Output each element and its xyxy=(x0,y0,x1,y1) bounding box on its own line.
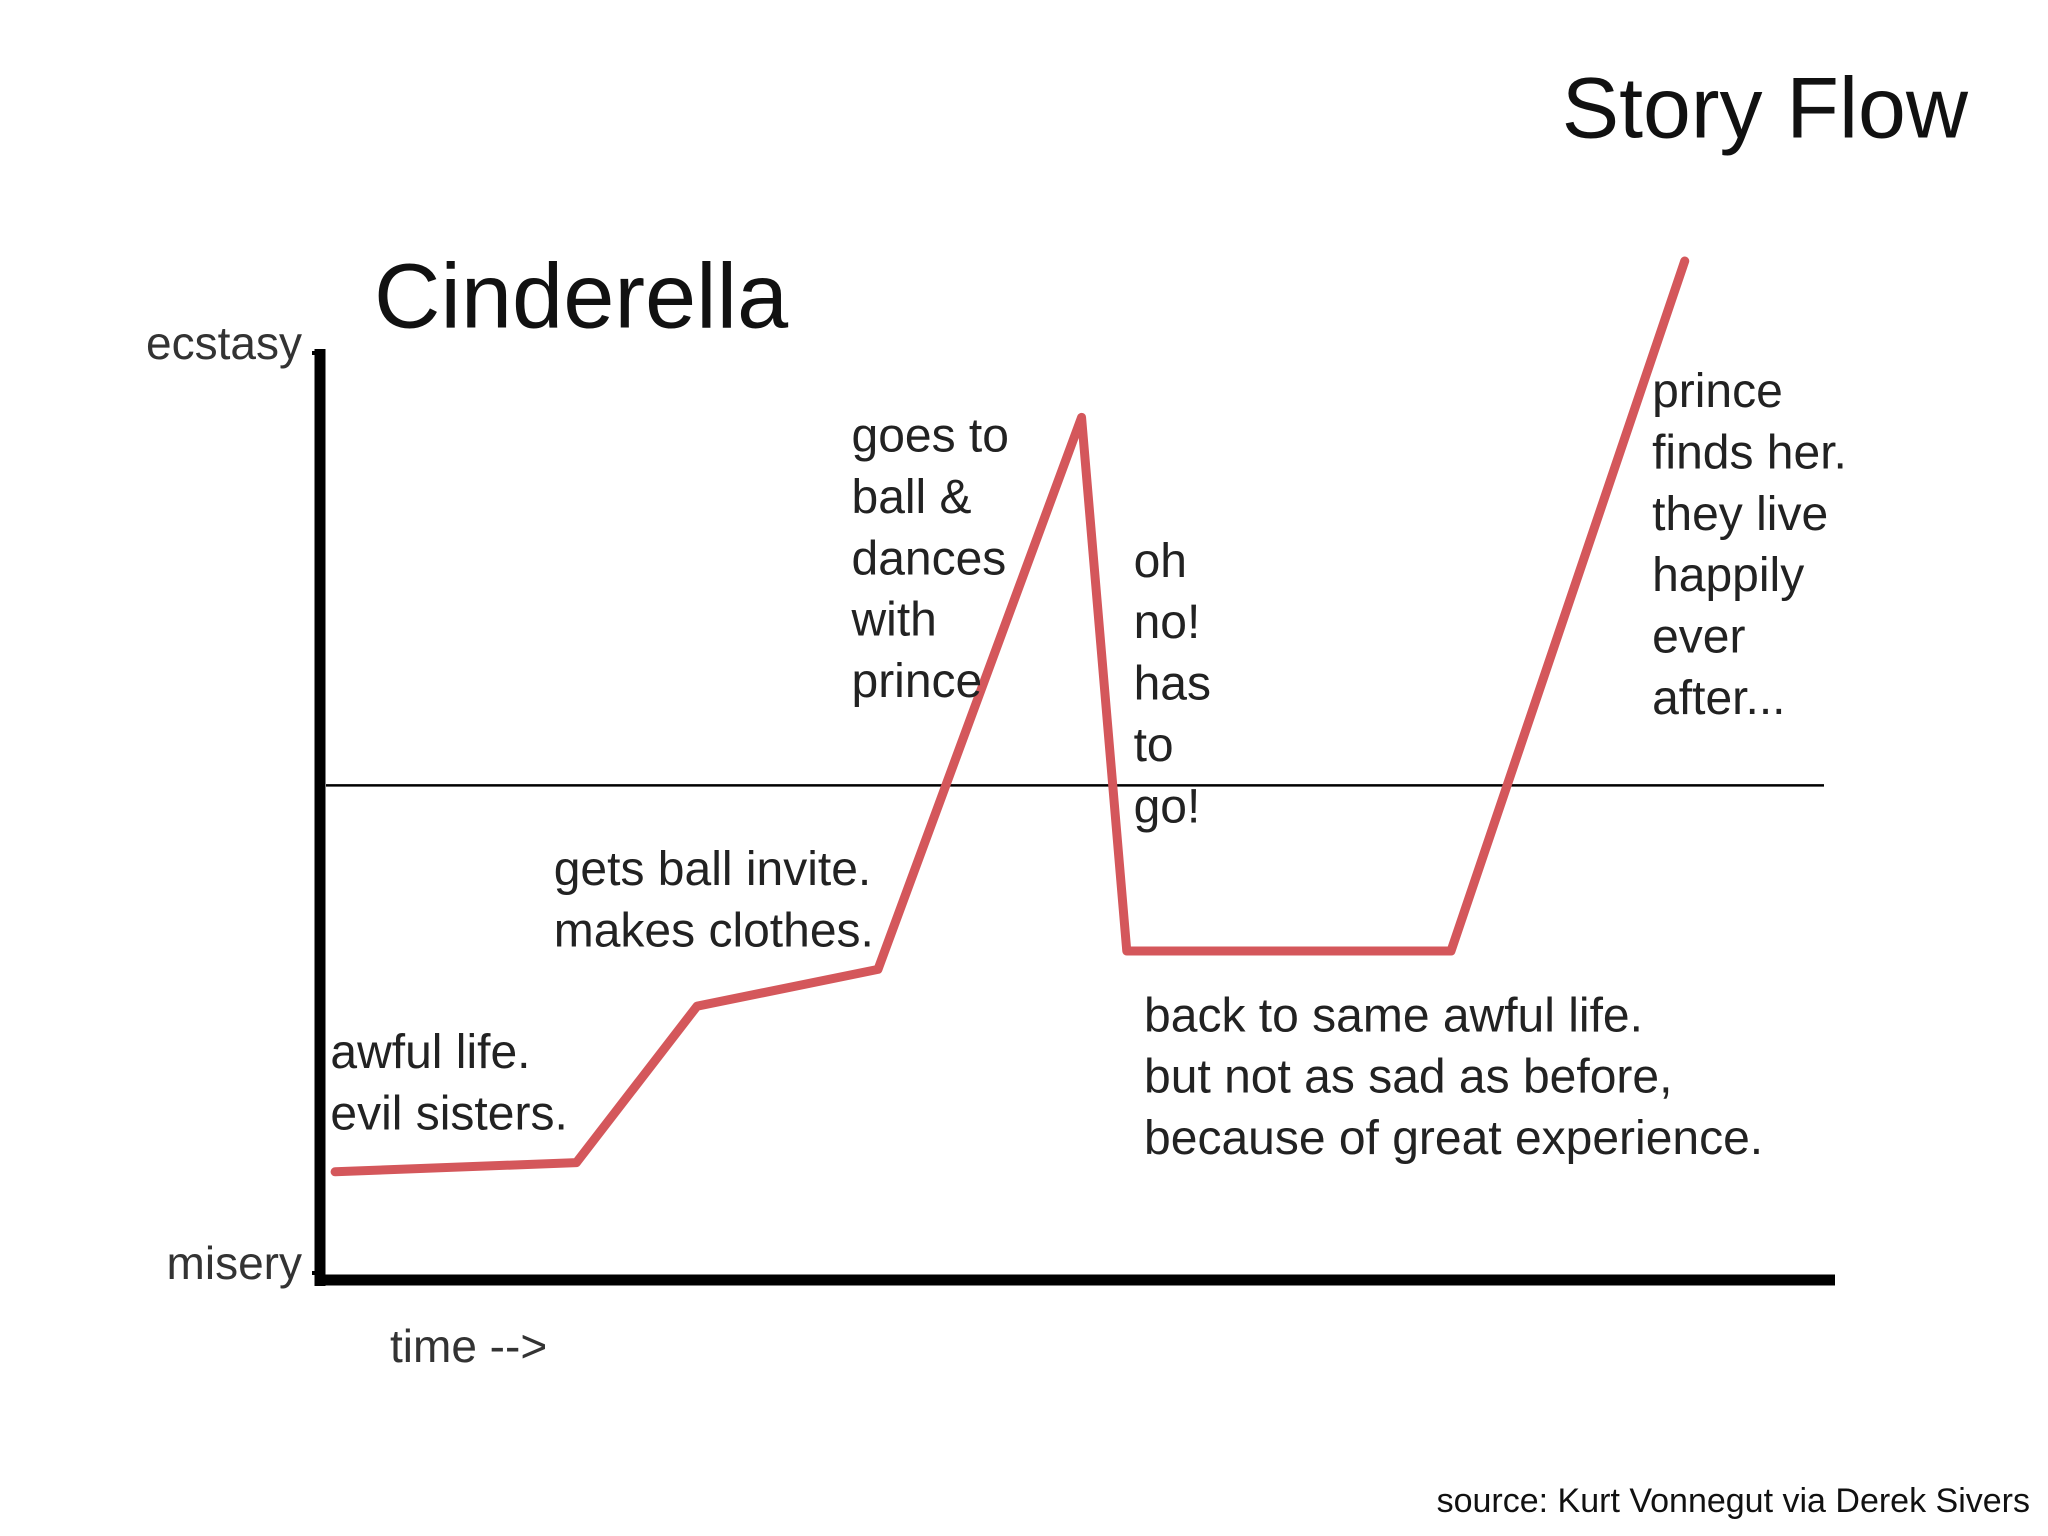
source: source: Kurt Vonnegut via Derek Sivers xyxy=(1437,1482,2030,1520)
annotation: awful life. xyxy=(330,1026,530,1079)
annotation: ever xyxy=(1652,611,1745,664)
annotation: prince xyxy=(852,655,983,708)
annotation: prince xyxy=(1652,365,1783,418)
annotation: dances xyxy=(852,532,1007,585)
annotation: happily xyxy=(1652,549,1804,602)
annotation: go! xyxy=(1134,780,1201,833)
page-title: Story Flow xyxy=(1562,61,1969,157)
annotation: with xyxy=(851,594,937,647)
annotation: finds her. xyxy=(1652,426,1847,479)
annotation: ball & xyxy=(852,471,972,524)
x-axis-label: time --> xyxy=(390,1320,547,1372)
annotation: back to same awful life. xyxy=(1144,989,1643,1042)
annotation: no! xyxy=(1134,596,1201,649)
y-tick-label: ecstasy xyxy=(146,317,302,369)
y-tick-label: misery xyxy=(167,1237,302,1289)
annotation: to xyxy=(1134,719,1174,772)
annotation: gets ball invite. xyxy=(554,843,872,896)
annotation: evil sisters. xyxy=(330,1087,567,1140)
annotation: goes to xyxy=(852,409,1009,462)
annotation: because of great experience. xyxy=(1144,1112,1763,1165)
story-line xyxy=(330,256,1690,1177)
chart-title: Cinderella xyxy=(374,245,789,347)
annotation: makes clothes. xyxy=(554,904,874,957)
annotation: but not as sad as before, xyxy=(1144,1051,1672,1104)
annotation: oh xyxy=(1134,535,1187,588)
annotation: after... xyxy=(1652,672,1785,725)
annotation: has xyxy=(1134,658,1211,711)
annotation: they live xyxy=(1652,488,1828,541)
